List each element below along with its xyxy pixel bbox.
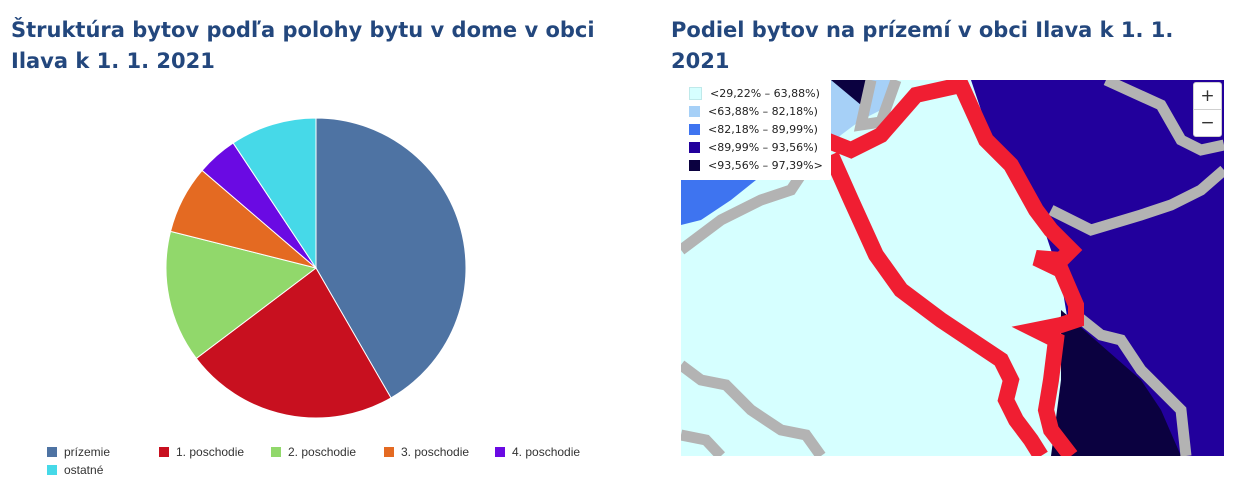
map-legend-label: <82,18% – 89,99%) — [708, 122, 818, 136]
legend-swatch — [495, 447, 505, 457]
map-legend-label: <63,88% – 82,18%) — [708, 104, 818, 118]
legend-label: 2. poschodie — [288, 445, 357, 459]
zoom-in-button[interactable]: + — [1200, 86, 1215, 106]
map-border-gray-5 — [1072, 310, 1192, 456]
map-legend: <29,22% – 63,88%) <63,88% – 82,18%) <82,… — [681, 80, 831, 180]
pie-chart — [165, 117, 467, 419]
pie-slice[interactable] — [315, 117, 467, 399]
map-region-dark-blue[interactable] — [971, 80, 1224, 456]
map-legend-label: <93,56% – 97,39%> — [708, 158, 823, 172]
map-legend-item: <63,88% – 82,18%) — [689, 102, 823, 120]
map-boundary-red-2 — [823, 151, 1048, 456]
map-region-darkest[interactable] — [1051, 310, 1181, 456]
pie-slice[interactable] — [165, 230, 318, 360]
map-legend-swatch — [689, 86, 702, 100]
legend-swatch — [384, 447, 394, 457]
legend-item[interactable]: 3. poschodie — [384, 445, 469, 459]
map-legend-swatch — [689, 105, 700, 117]
legend-label: 3. poschodie — [401, 445, 470, 459]
map-legend-item: <82,18% – 89,99%) — [689, 120, 823, 138]
legend-item[interactable]: 2. poschodie — [271, 445, 356, 459]
map-border-gray-6 — [681, 360, 826, 456]
legend-swatch — [271, 447, 281, 457]
map-border-gray-4 — [1048, 165, 1224, 236]
map-canvas[interactable] — [681, 80, 1224, 456]
legend-label: ostatné — [64, 463, 104, 477]
map-legend-item: <93,56% – 97,39%> — [689, 156, 823, 174]
legend-label: 4. poschodie — [512, 445, 581, 459]
legend-item[interactable]: prízemie — [47, 445, 110, 459]
map-border-gray-2 — [853, 80, 902, 132]
pie-slice[interactable] — [232, 117, 317, 270]
map-border-gray-7 — [681, 429, 726, 456]
map-region-darkest-top[interactable] — [831, 80, 871, 105]
map-legend-label: <29,22% – 63,88%) — [710, 86, 820, 100]
legend-swatch — [159, 447, 169, 457]
legend-label: prízemie — [64, 445, 111, 459]
zoom-out-button[interactable]: − — [1194, 109, 1221, 136]
legend-swatch — [47, 447, 57, 457]
legend-label: 1. poschodie — [176, 445, 245, 459]
map-legend-swatch — [689, 141, 700, 153]
map-legend-item: <89,99% – 93,56%) — [689, 138, 823, 156]
map-legend-label: <89,99% – 93,56%) — [708, 140, 818, 154]
map-legend-item: <29,22% – 63,88%) — [689, 84, 823, 102]
legend-item[interactable]: 4. poschodie — [495, 445, 580, 459]
legend-swatch — [47, 465, 57, 475]
choropleth-map[interactable]: <29,22% – 63,88%) <63,88% – 82,18%) <82,… — [681, 80, 1224, 456]
legend-item[interactable]: ostatné — [47, 463, 103, 477]
zoom-control: + − — [1193, 82, 1222, 137]
map-boundary-red — [823, 80, 1084, 456]
map-legend-swatch — [689, 123, 700, 135]
map-border-gray-3 — [1103, 80, 1224, 156]
map-title: Podiel bytov na prízemí v obci Ilava k 1… — [671, 18, 1174, 73]
pie-slice[interactable] — [195, 267, 392, 419]
map-legend-swatch — [689, 159, 700, 171]
pie-chart-title: Štruktúra bytov podľa polohy bytu v dome… — [11, 18, 595, 73]
legend-item[interactable]: 1. poschodie — [159, 445, 244, 459]
